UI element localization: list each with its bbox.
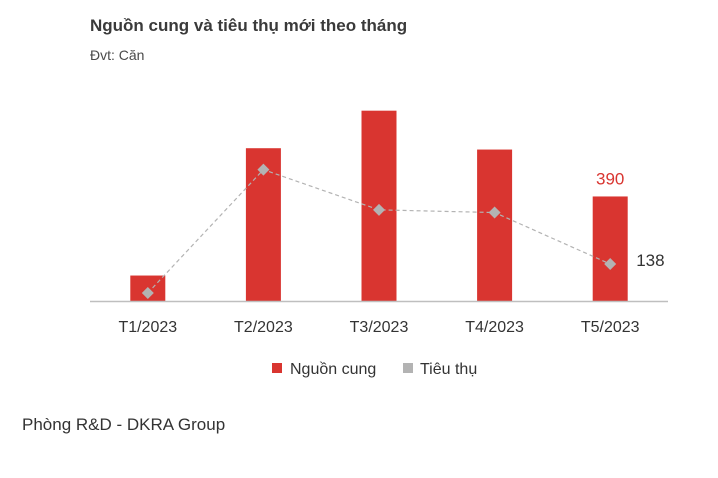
x-tick-label: T2/2023 (234, 319, 293, 336)
bar-supply-4 (477, 149, 513, 301)
x-tick-label: T4/2023 (465, 319, 524, 336)
chart-title: Nguồn cung và tiêu thụ mới theo tháng (90, 16, 408, 35)
point-consumption-5 (604, 258, 617, 271)
legend-swatch-supply (272, 363, 282, 373)
legend-label-consumption: Tiêu thụ (420, 361, 477, 378)
point-consumption-4 (488, 206, 501, 219)
bar-supply-5 (592, 196, 628, 301)
x-tick-label: T1/2023 (118, 319, 177, 336)
data-label-consumption: 138 (636, 251, 664, 270)
x-tick-label: T3/2023 (350, 319, 409, 336)
point-consumption-2 (257, 163, 270, 176)
point-consumption-1 (141, 286, 154, 299)
legend-swatch-consumption (403, 363, 413, 373)
x-tick-label: T5/2023 (581, 319, 640, 336)
legend-label-supply: Nguồn cung (290, 361, 376, 378)
chart: 390 138 T1/2023 T2/2023 T3/2023 T4/2023 T5/202… (90, 110, 668, 378)
data-label-supply: 390 (596, 169, 624, 188)
unit-label: Đvt: Căn (90, 47, 145, 63)
point-consumption-3 (373, 203, 385, 216)
line-consumption (147, 168, 611, 294)
source-note: Phòng R&D - DKRA Group (22, 415, 226, 434)
